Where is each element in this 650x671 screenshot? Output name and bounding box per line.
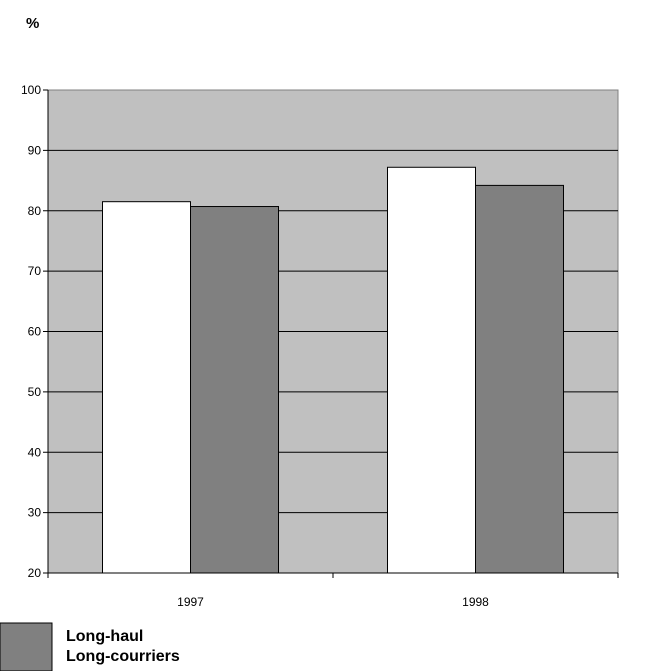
legend-line-2: Long-courriers <box>66 648 180 665</box>
x-axis: 1997 1998 <box>47 572 619 609</box>
bar-1997-series-1 <box>102 201 191 574</box>
bar-1997-series-2 <box>190 206 279 574</box>
x-tick-label-1998: 1998 <box>462 595 489 609</box>
y-tick-label-50: 50 <box>28 385 42 399</box>
y-tick-label-90: 90 <box>28 143 42 157</box>
y-tick-label-30: 30 <box>28 506 42 520</box>
unit-label: % <box>26 15 39 32</box>
y-tick-label-100: 100 <box>21 83 41 97</box>
y-axis: 20 30 40 50 60 70 80 90 100 <box>21 83 49 580</box>
x-tick-label-1997: 1997 <box>177 595 204 609</box>
y-tick-label-20: 20 <box>28 566 42 580</box>
bar-1998-series-2 <box>475 184 564 574</box>
y-tick-label-70: 70 <box>28 264 42 278</box>
legend-swatch <box>0 622 53 671</box>
legend: Long-haul Long-courriers <box>0 622 180 671</box>
bars <box>102 166 564 574</box>
bar-1998-series-1 <box>387 166 476 574</box>
y-tick-label-60: 60 <box>28 325 42 339</box>
y-tick-label-40: 40 <box>28 445 42 459</box>
y-tick-label-80: 80 <box>28 204 42 218</box>
legend-line-1: Long-haul <box>66 628 143 645</box>
